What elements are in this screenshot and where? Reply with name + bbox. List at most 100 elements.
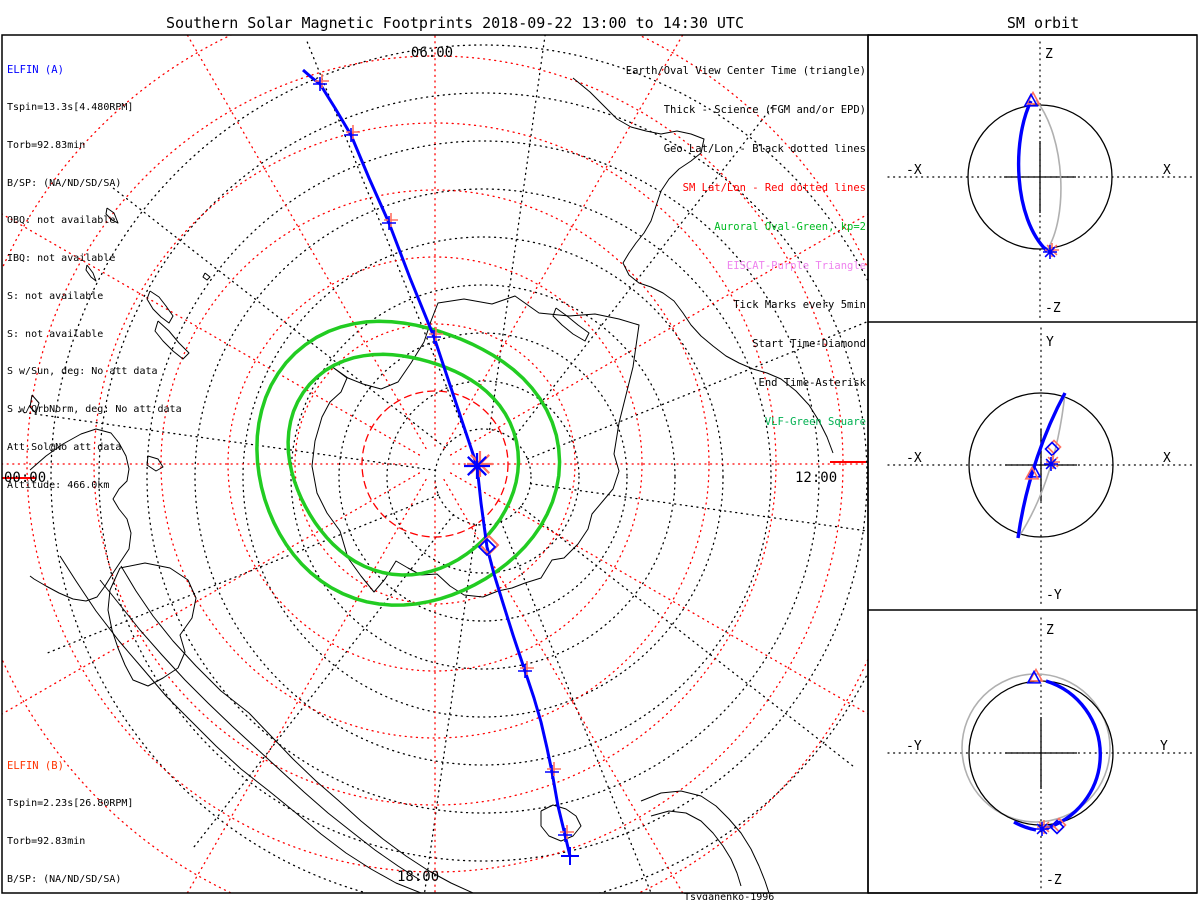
axis-label-negZ: -Z [1045, 301, 1061, 316]
auroral-oval-ring [286, 352, 521, 577]
mlt-label-0600: 06:00 [410, 45, 454, 61]
sm-orbit-title: SM orbit [1006, 14, 1080, 32]
orbit-asterisk-marker-a [1044, 457, 1058, 471]
axis-label-Z: Z [1046, 623, 1054, 638]
axis-label-negZ: -Z [1046, 873, 1062, 888]
axis-label-Z: Z [1045, 47, 1053, 62]
tick-5min-b [346, 125, 360, 139]
orbit-panel-xy: -X X Y -Y [887, 327, 1194, 607]
orbit-science-arc [1016, 100, 1049, 253]
axis-label-Y: Y [1046, 335, 1054, 350]
coastline [146, 455, 164, 472]
map-legend: Earth/Oval View Center Time (triangle) T… [626, 39, 866, 455]
plot-footer: Tsyganenko-1996 Created: Sun Jan 29 08:3… [684, 864, 883, 900]
legend-item: Geo Lat/Lon - Black dotted lines [663, 143, 866, 155]
info-line: Att.Sol@No att data [7, 442, 122, 453]
axis-label-negX: -X [906, 451, 922, 466]
coastline [154, 320, 190, 360]
elfin-b-header: ELFIN (B) [7, 760, 64, 773]
orbit-asterisk-marker-a [1043, 245, 1057, 259]
orbit-farside-arc [961, 673, 1111, 823]
auroral-ovals [255, 319, 562, 607]
orbit-diamond-marker-a [1044, 441, 1060, 457]
coastline [29, 394, 40, 414]
tick-5min-b [520, 661, 534, 675]
info-line: B/SP: (NA/ND/SD/SA) [7, 873, 122, 885]
tick-5min-b [384, 213, 398, 227]
info-line: S: not available [7, 328, 104, 340]
coastline [202, 272, 211, 281]
end-time-asterisk-a [464, 453, 490, 479]
elfin-a-header: ELFIN (A) [7, 64, 64, 77]
orbit-triangle-marker-b [1026, 463, 1042, 478]
legend-item: End Time-Asterisk [758, 377, 866, 389]
coastlines [29, 77, 834, 893]
axis-label-negY: -Y [1046, 588, 1062, 603]
orbit-science-arc [1042, 679, 1102, 831]
legend-item: Thick - Science (FGM and/or EPD) [663, 104, 866, 116]
orbit-triangle-marker-a [1024, 465, 1040, 480]
info-line: Tspin=13.3s[4.480RPM] [7, 101, 134, 113]
legend-item: VLF-Green Square [764, 416, 866, 428]
geo-graticule [16, 35, 868, 893]
model-name: Tsyganenko-1996 [684, 892, 775, 900]
start-time-diamond-a [477, 537, 497, 557]
info-line: IBQ: not available [7, 253, 116, 265]
orbit-triangle-marker-b [1028, 667, 1044, 682]
info-line: Tspin=2.23s[26.80RPM] [7, 797, 134, 809]
orbit-triangle-marker-b [1025, 90, 1041, 105]
coastline [99, 579, 421, 881]
axis-label-Y: Y [1160, 739, 1168, 754]
axis-label-negX: -X [906, 163, 922, 178]
orbit-panel-xz: -X X Z -Z [887, 41, 1194, 319]
info-line: Torb=92.83min [7, 139, 86, 151]
track-line [302, 68, 572, 857]
orbit-farside-arc [1017, 392, 1066, 539]
tick-5min-a [382, 216, 396, 230]
info-line: B/SP: (NA/ND/SD/SA) [7, 177, 122, 189]
map-canvas [2, 35, 868, 893]
coastline [120, 565, 474, 893]
orbit-triangle-marker-a [1023, 92, 1039, 107]
orbit-farside-arc [1035, 99, 1062, 251]
mlt-label-0000: 00:00 [4, 470, 47, 486]
coastline [85, 264, 97, 282]
info-line: Altitude: 466.0km [7, 479, 110, 491]
legend-item: Earth/Oval View Center Time (triangle) [625, 65, 866, 77]
track-ticks [313, 74, 579, 865]
page-title: Southern Solar Magnetic Footprints 2018-… [166, 14, 744, 32]
tick-5min-b [315, 74, 329, 88]
mlt-label-1200: 12:00 [795, 470, 838, 486]
tick-5min-b [560, 825, 574, 839]
earth-center-cross [1005, 429, 1077, 501]
coastline [650, 810, 742, 887]
legend-item: Start Time-Diamond [752, 338, 866, 350]
auroral-oval-ring [255, 319, 562, 607]
orbit-triangle-marker-a [1026, 669, 1042, 684]
elfin-a-info-block: ELFIN (A) Tspin=13.3s[4.480RPM] Torb=92.… [7, 39, 182, 518]
sm-inner-latitude-ring [361, 390, 509, 538]
tick-5min-a [344, 128, 358, 142]
earth-disk [968, 392, 1114, 538]
info-line: S: not available [7, 290, 104, 302]
track-last-tick [561, 847, 579, 865]
elfin-b-info-block: ELFIN (B) Tspin=2.23s[26.80RPM] Torb=92.… [7, 735, 182, 900]
legend-item: SM Lat/Lon - Red dotted lines [682, 182, 866, 194]
coastline [146, 290, 174, 324]
legend-item: Auroral Oval-Green, kp=2 [714, 221, 866, 233]
orbit-science-arc [1013, 820, 1037, 832]
info-line: S w/OrbNorm, deg: No att data [7, 404, 182, 416]
info-line: S w/Sun, deg: No att data [7, 366, 158, 378]
earth-center-cross [1004, 141, 1076, 213]
coastline [59, 555, 422, 893]
tick-5min-a [427, 330, 441, 344]
tick-5min-b [429, 327, 443, 341]
tick-5min-b [547, 762, 561, 776]
elfin-footprint-track [302, 68, 572, 857]
legend-item: Tick Marks every 5min [733, 299, 866, 311]
legend-item: EISCAT-Purple Triangle [726, 260, 866, 272]
orbit-panel-yz: -Y Y Z -Z [887, 617, 1194, 890]
tick-5min-a [558, 828, 572, 842]
